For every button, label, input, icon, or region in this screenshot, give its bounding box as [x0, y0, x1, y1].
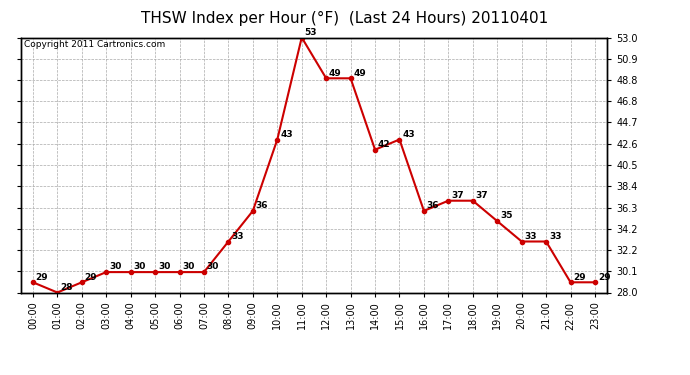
Text: 43: 43	[280, 130, 293, 139]
Text: 33: 33	[549, 232, 562, 241]
Text: 35: 35	[500, 211, 513, 220]
Text: Copyright 2011 Cartronics.com: Copyright 2011 Cartronics.com	[23, 40, 165, 49]
Text: 53: 53	[304, 28, 317, 37]
Text: 42: 42	[378, 140, 391, 149]
Text: 30: 30	[207, 262, 219, 272]
Text: 36: 36	[426, 201, 440, 210]
Text: 33: 33	[524, 232, 537, 241]
Text: 29: 29	[598, 273, 611, 282]
Text: 49: 49	[329, 69, 342, 78]
Text: 29: 29	[573, 273, 586, 282]
Text: 43: 43	[402, 130, 415, 139]
Text: 29: 29	[36, 273, 48, 282]
Text: 36: 36	[255, 201, 268, 210]
Text: THSW Index per Hour (°F)  (Last 24 Hours) 20110401: THSW Index per Hour (°F) (Last 24 Hours)…	[141, 11, 549, 26]
Text: 30: 30	[109, 262, 121, 272]
Text: 37: 37	[451, 191, 464, 200]
Text: 30: 30	[182, 262, 195, 272]
Text: 28: 28	[60, 283, 72, 292]
Text: 30: 30	[133, 262, 146, 272]
Text: 30: 30	[158, 262, 170, 272]
Text: 33: 33	[231, 232, 244, 241]
Text: 49: 49	[353, 69, 366, 78]
Text: 29: 29	[85, 273, 97, 282]
Text: 37: 37	[475, 191, 489, 200]
